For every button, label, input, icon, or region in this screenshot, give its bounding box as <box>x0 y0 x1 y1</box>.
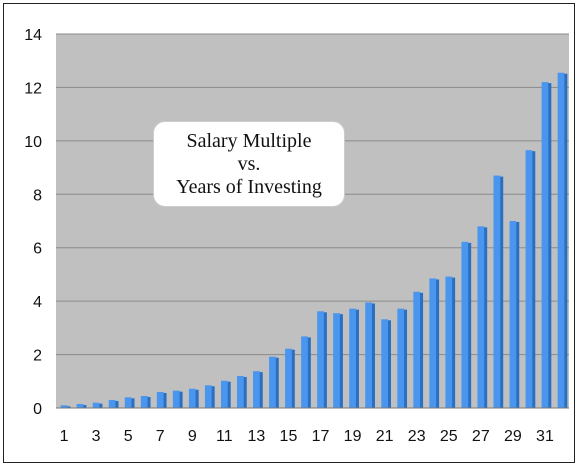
bar <box>76 403 84 408</box>
bar <box>525 150 533 408</box>
bar <box>509 221 517 408</box>
bar <box>397 308 405 408</box>
bar <box>92 402 100 408</box>
chart-title-box: Salary Multiple vs. Years of Investing <box>153 121 345 207</box>
x-tick-label: 3 <box>92 428 101 445</box>
x-tick-label: 25 <box>440 428 458 445</box>
bar <box>429 278 437 408</box>
bar <box>156 391 164 408</box>
x-axis-ticks: 1 3 5 7 9 11 13 15 17 19 21 23 25 27 29 31 <box>60 428 554 445</box>
bar <box>445 276 453 408</box>
bar <box>269 356 276 408</box>
x-tick-label: 27 <box>472 428 490 445</box>
x-tick-label: 13 <box>247 428 265 445</box>
x-tick-label: 31 <box>536 428 554 445</box>
y-tick-label: 8 <box>33 187 42 204</box>
bar <box>301 336 308 408</box>
bar <box>253 371 260 408</box>
bar <box>204 385 212 408</box>
x-tick-label: 19 <box>344 428 362 445</box>
x-tick-label: 5 <box>124 428 133 445</box>
x-tick-label: 1 <box>60 428 69 445</box>
bar <box>108 399 116 408</box>
bar <box>172 390 180 408</box>
x-tick-label: 15 <box>280 428 298 445</box>
bars <box>60 72 568 408</box>
chart-title-line-2: vs. <box>237 152 261 175</box>
y-axis-ticks: 0 2 4 6 8 10 12 14 <box>24 27 42 418</box>
x-tick-label: 17 <box>312 428 330 445</box>
chart-title-line-3: Years of Investing <box>176 175 322 198</box>
bar <box>541 82 549 408</box>
y-tick-label: 4 <box>33 294 42 311</box>
bar <box>365 302 372 408</box>
bar <box>461 241 469 408</box>
bar <box>413 291 421 408</box>
bar <box>188 388 196 408</box>
bar <box>333 313 340 408</box>
bar <box>60 405 68 408</box>
bar <box>317 311 324 408</box>
x-tick-label: 11 <box>216 428 233 445</box>
x-tick-label: 23 <box>408 428 426 445</box>
bar <box>285 348 292 408</box>
bar <box>349 308 356 408</box>
bar <box>124 397 132 408</box>
bar <box>493 175 501 408</box>
x-tick-label: 9 <box>188 428 197 445</box>
x-tick-label: 21 <box>376 428 394 445</box>
bar <box>381 319 389 408</box>
y-tick-label: 12 <box>24 80 42 97</box>
bar <box>477 226 485 408</box>
x-tick-label: 7 <box>156 428 165 445</box>
y-tick-label: 2 <box>33 348 42 365</box>
y-tick-label: 0 <box>33 401 42 418</box>
bar <box>557 72 565 408</box>
y-tick-label: 14 <box>24 27 42 44</box>
bar <box>140 395 148 408</box>
bar <box>236 375 244 408</box>
x-tick-label: 29 <box>504 428 522 445</box>
chart-title-line-1: Salary Multiple <box>186 129 312 152</box>
y-tick-label: 6 <box>33 241 42 258</box>
y-tick-label: 10 <box>24 134 42 151</box>
plot-area <box>56 34 569 408</box>
bar <box>220 380 228 408</box>
